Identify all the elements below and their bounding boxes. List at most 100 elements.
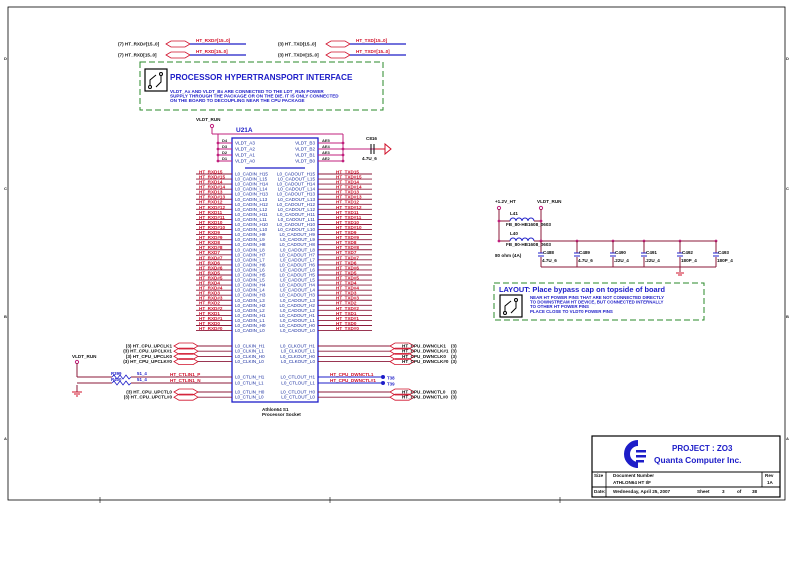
cadout-pin-name: L0_CADOUT_L2 [280, 308, 315, 313]
cadout-pin-name: L0_CADOUT_H14 [277, 182, 315, 187]
bus-port[interactable]: (3) HT_TXD#[15..0] [278, 53, 319, 58]
sheet-label: Sheet [697, 489, 710, 494]
cadin-pin-name: L0_CADIN_H12 [235, 202, 268, 207]
inductor-ref: L40 [510, 231, 518, 236]
cap-ref: C488 [543, 250, 554, 255]
tx-net-label: HT_TXD#13 [336, 195, 362, 200]
resistor-ref: R400 [111, 377, 122, 382]
inductor-icon [509, 237, 535, 242]
cadin-pin-name: L0_CADIN_H2 [235, 303, 266, 308]
dwnclk-port-connector [389, 358, 415, 365]
tx-net-label: HT_TXD7 [336, 250, 357, 255]
cadout-pin-name: L0_CADOUT_L10 [278, 227, 316, 232]
upctl-port-label: (3) HT_CPU_UPCTL0 [126, 390, 172, 395]
inductor-icon [509, 217, 535, 222]
port-label: (3) HT_TXD[15..0] [278, 42, 317, 47]
cadout-pin-name: L0_CADOUT_H6 [280, 262, 316, 267]
cap-value: .22U_4 [614, 258, 629, 263]
ctlin-net-label: HT_CTLIN1_N [170, 378, 201, 383]
tx-net-label: HT_TXD11 [336, 210, 359, 215]
tx-net-label: HT_TXD#7 [336, 255, 359, 260]
rx-net-label: HT_RXD#8 [199, 245, 223, 250]
size-label: Size [594, 473, 604, 478]
cap-value: 180P_4 [681, 258, 697, 263]
tx-net-label: HT_TXD#14 [336, 185, 362, 190]
cadout-pin-name: L0_CADOUT_L5 [280, 278, 315, 283]
cap-ref: C493 [718, 250, 729, 255]
inductor-value: FB_80-HB1608_0603 [506, 222, 551, 227]
cadin-pin-name: L0_CADIN_H13 [235, 192, 268, 197]
rx-net-label: HT_RXD#12 [199, 205, 225, 210]
clkout-pin-name: L0_CLKOUT_L1 [281, 349, 315, 354]
border-row-mark-right: B [786, 314, 789, 319]
chip-part-desc: Processor Socket [262, 412, 301, 417]
upclk-port-label: (3) HT_CPU_UPCLK#1 [123, 349, 172, 354]
bus-net-label: HT_TXD#[15..0] [356, 49, 390, 54]
pin-name: VLDT_B2 [295, 147, 315, 152]
cadout-pin-name: L0_CADOUT_H15 [277, 172, 315, 177]
rx-net-label: HT_RXD#5 [199, 275, 223, 280]
pin-name: VLDT_A1 [235, 153, 255, 158]
cadout-pin-name: L0_CADOUT_H13 [277, 192, 315, 197]
tx-net-label: HT_TXD15 [336, 169, 359, 174]
pin-name: VLDT_A3 [235, 141, 255, 146]
dwnctl-port-connector [389, 393, 415, 401]
junction-dot [497, 219, 501, 223]
project-name: PROJECT : ZO3 [672, 444, 733, 453]
cadout-pin-name: L0_CADOUT_L13 [278, 197, 316, 202]
resistor-icon [111, 374, 132, 380]
rx-net-label: HT_RXD15 [199, 169, 223, 174]
rx-net-label: HT_RXD#2 [199, 306, 223, 311]
tx-net-label: HT_TXD#0 [336, 326, 359, 331]
bus-port[interactable]: (3) HT_TXD[15..0] [278, 42, 317, 47]
ctlin-pin-name: L0_CTLIN_L0 [235, 395, 264, 400]
cadout-pin-name: L0_CADOUT_H3 [280, 293, 316, 298]
tx-net-label: HT_TXD#3 [336, 296, 359, 301]
layout-note-line: TO DOWNSTREAM HT DEVICE, BUT CONNECTED I… [530, 300, 664, 305]
border-row-mark-left: A [4, 436, 7, 441]
clkin-pin-name: L0_CLKIN_H1 [235, 344, 265, 349]
rx-net-label: HT_RXD6 [199, 260, 220, 265]
port-label: (7) HT_RXD#[15..0] [118, 42, 160, 47]
cadout-pin-name: L0_CADOUT_L7 [280, 257, 315, 262]
rx-net-label: HT_RXD#1 [199, 316, 223, 321]
pin-name: VLDT_A0 [235, 159, 255, 164]
dwnctl-port-label: HT_CPU_DWNCTL#0 [402, 395, 448, 400]
rx-net-label: HT_RXD2 [199, 301, 220, 306]
cap-ref: C816 [366, 136, 377, 141]
rx-net-label: HT_RXD8 [199, 240, 220, 245]
rx-net-label: HT_RXD#13 [199, 195, 225, 200]
port-label: (7) HT_RXD[15..0] [118, 53, 157, 58]
bus-port[interactable]: (7) HT_RXD#[15..0] [118, 42, 160, 47]
rx-net-label: HT_RXD#7 [199, 255, 223, 260]
cap-value: 4.7U_6 [578, 258, 593, 263]
bus-net-label: HT_TXD[15..0] [356, 38, 388, 43]
ball-number: D1 [222, 156, 228, 161]
upclk-port-label: (3) HT_CPU_UPCLK0 [126, 354, 173, 359]
rx-net-label: HT_RXD#15 [199, 174, 225, 179]
ctlin-pin-name: L0_CTLIN_H0 [235, 390, 265, 395]
border-row-mark-left: B [4, 314, 7, 319]
bus-port-connector [325, 51, 351, 59]
clkin-pin-name: L0_CLKIN_H0 [235, 354, 265, 359]
layout-note-box [493, 282, 705, 321]
date-value: Wednesday, April 25, 2007 [613, 489, 671, 494]
pin-name: VLDT_A2 [235, 147, 255, 152]
ctlout-pin-name: L0_CTLOUT_L0 [281, 395, 315, 400]
tx-net-label: HT_TXD3 [336, 291, 357, 296]
tx-net-label: HT_TXD#6 [336, 265, 359, 270]
chip-ref: U21A [236, 127, 253, 134]
cap-ref: C491 [646, 250, 657, 255]
bus-port[interactable]: (7) HT_RXD[15..0] [118, 53, 157, 58]
cadout-pin-name: L0_CADOUT_L14 [278, 187, 316, 192]
rx-net-label: HT_RXD7 [199, 250, 220, 255]
tx-net-label: HT_TXD10 [336, 220, 359, 225]
cadout-pin-name: L0_CADOUT_H10 [277, 222, 315, 227]
junction-dot [539, 219, 543, 223]
ctlout-pin-name: L0_CTLOUT_L1 [281, 381, 315, 386]
tx-net-label: HT_TXD5 [336, 270, 357, 275]
tx-net-label: HT_TXD14 [336, 180, 359, 185]
rx-net-label: HT_RXD#3 [199, 296, 223, 301]
dwnclk-port-connector [389, 353, 415, 360]
cap-value: 4.7U_6 [542, 258, 557, 263]
